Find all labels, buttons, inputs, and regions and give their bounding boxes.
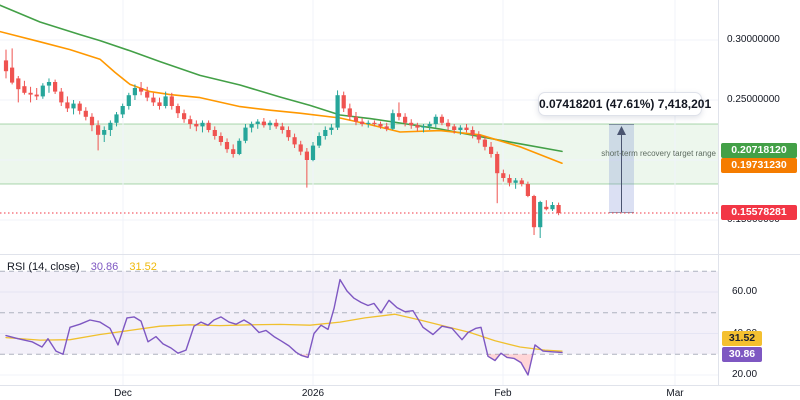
time-axis[interactable]: Dec 2026 Feb Mar [0,385,800,400]
rsi-legend-title: RSI [7,261,26,273]
price-scale[interactable]: 0.300000000.250000000.150000000.20718120… [718,0,800,385]
rsi-label-badge: 30.86 [722,347,762,362]
time-axis-label: Dec [114,388,132,399]
price-scale-separator [718,0,719,385]
price-label-badge: 0.20718120 [721,143,797,158]
time-axis-label: 2026 [301,388,325,399]
chart-plot-area[interactable] [0,0,718,385]
rsi-indicator-legend[interactable]: RSI (14, close) 30.86 31.52 [7,261,157,273]
price-label-badge: 0.19731230 [721,158,797,173]
price-axis-label: 0.25000000 [727,94,780,105]
rsi-label-badge: 31.52 [722,331,762,346]
rsi-axis-label: 60.00 [732,286,758,297]
time-axis-label: Feb [494,388,512,399]
rsi-axis-label: 20.00 [732,369,758,380]
measure-tooltip: 0.07418201 (47.61%) 7,418,201 [538,92,711,116]
time-axis-label: Mar [666,388,684,399]
price-axis-label: 0.30000000 [727,34,780,45]
rsi-value: 30.86 [90,261,119,273]
zone-label: short-term recovery target range [601,149,716,158]
rsi-ma-value: 31.52 [129,261,157,273]
price-label-badge: 0.15578281 [721,205,797,220]
pane-separator[interactable] [0,254,800,255]
time-axis-separator [0,385,800,386]
rsi-legend-params: (14, close) [28,261,80,273]
